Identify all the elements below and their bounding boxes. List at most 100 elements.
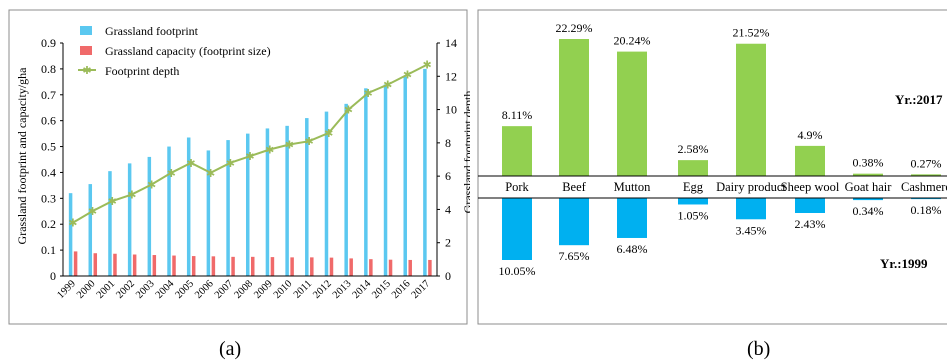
legend-label-1999: Yr.:1999 xyxy=(880,256,928,271)
data-label-1999-Sheep wool: 2.43% xyxy=(795,217,826,231)
bar-2017-Dairy product xyxy=(736,43,766,176)
bar-1999-Sheep wool xyxy=(795,198,825,213)
y-tick-label: 0.6 xyxy=(41,114,56,128)
bar-footprint-2007 xyxy=(226,140,230,276)
bar-footprint-2000 xyxy=(88,184,93,276)
legend-marker-depth: ✱ xyxy=(82,65,91,77)
bar-capacity-2008 xyxy=(251,256,255,276)
y-tick-label: 0.5 xyxy=(41,140,56,154)
legend-label-capacity: Grassland capacity (footprint size) xyxy=(105,44,271,58)
bar-1999-Mutton xyxy=(617,198,647,238)
marker-footprint-depth-2013: ✱ xyxy=(344,105,353,117)
legend-label-2017: Yr.:2017 xyxy=(895,92,943,107)
category-label-Dairy product: Dairy product xyxy=(716,180,786,194)
bar-footprint-2014 xyxy=(364,88,368,276)
bar-capacity-2013 xyxy=(349,258,353,276)
bar-2017-Pork xyxy=(502,126,532,176)
y2-tick-label: 4 xyxy=(445,202,451,216)
marker-footprint-depth-2003: ✱ xyxy=(147,179,156,191)
bar-2017-Cashmere xyxy=(911,174,941,176)
bar-capacity-2001 xyxy=(113,253,117,276)
bar-footprint-2004 xyxy=(167,146,171,276)
legend-label-depth: Footprint depth xyxy=(105,64,179,78)
bar-footprint-2008 xyxy=(246,133,250,276)
category-label-Egg: Egg xyxy=(683,180,704,194)
bar-capacity-2016 xyxy=(408,259,412,276)
marker-footprint-depth-2010: ✱ xyxy=(285,140,294,152)
bar-footprint-1999 xyxy=(68,193,73,276)
y2-tick-label: 8 xyxy=(445,136,451,150)
bar-1999-Egg xyxy=(678,198,708,205)
y2-tick-label: 6 xyxy=(445,169,451,183)
marker-footprint-depth-2011: ✱ xyxy=(304,136,313,148)
legend-swatch-capacity xyxy=(80,46,92,55)
bar-footprint-2002 xyxy=(127,163,132,276)
data-label-2017-Goat hair: 0.38% xyxy=(853,156,884,170)
data-label-1999-Mutton: 6.48% xyxy=(617,242,648,256)
chart-a: ✱ ✱ ✱ ✱ ✱ ✱ ✱ ✱ ✱ ✱ ✱ ✱ ✱ ✱ ✱ ✱ ✱ ✱ ✱ 0 0.1 0.2 0.3 0.4 0.5 0.6 0… xyxy=(8,9,470,325)
marker-footprint-depth-2017: ✱ xyxy=(423,60,432,72)
data-label-2017-Cashmere: 0.27% xyxy=(911,156,942,170)
marker-footprint-depth-2014: ✱ xyxy=(363,88,372,100)
marker-footprint-depth-2016: ✱ xyxy=(403,70,412,82)
data-label-2017-Beef: 22.29% xyxy=(556,21,593,35)
bar-2017-Mutton xyxy=(617,51,647,176)
data-label-1999-Pork: 10.05% xyxy=(499,264,536,278)
data-label-1999-Beef: 7.65% xyxy=(559,249,590,263)
category-label-Sheep wool: Sheep wool xyxy=(781,180,840,194)
bar-capacity-2011 xyxy=(310,257,314,276)
bar-footprint-2005 xyxy=(186,137,191,276)
data-label-1999-Cashmere: 0.18% xyxy=(911,203,942,217)
bar-footprint-2015 xyxy=(383,84,388,276)
panel-label-b: (b) xyxy=(747,338,771,360)
marker-footprint-depth-2015: ✱ xyxy=(383,80,392,92)
bar-capacity-2000 xyxy=(93,253,98,276)
bar-capacity-2002 xyxy=(132,254,137,276)
data-label-1999-Goat hair: 0.34% xyxy=(853,204,884,218)
bar-1999-Dairy product xyxy=(736,198,766,220)
chart-b-frame xyxy=(477,9,947,325)
marker-footprint-depth-2008: ✱ xyxy=(245,151,254,163)
category-label-Beef: Beef xyxy=(562,180,586,194)
bar-footprint-2017 xyxy=(423,68,427,276)
bar-footprint-2006 xyxy=(206,150,211,276)
y-tick-label: 0 xyxy=(50,269,56,283)
bar-footprint-2011 xyxy=(305,118,309,276)
bar-capacity-2004 xyxy=(172,255,176,276)
bar-capacity-2005 xyxy=(191,256,196,276)
bar-capacity-2007 xyxy=(231,256,235,276)
y2-tick-label: 0 xyxy=(445,269,451,283)
panel-label-a: (a) xyxy=(219,338,242,360)
y-tick-label: 0.9 xyxy=(41,36,56,50)
bar-1999-Goat hair xyxy=(853,198,883,201)
data-label-2017-Dairy product: 21.52% xyxy=(733,26,770,40)
legend: Grassland footprint Grassland capacity (… xyxy=(78,24,271,78)
marker-footprint-depth-1999: ✱ xyxy=(68,218,77,230)
y-tick-label: 0.4 xyxy=(41,165,56,179)
marker-footprint-depth-2000: ✱ xyxy=(88,206,97,218)
bar-capacity-2006 xyxy=(211,256,216,276)
y2-axis-title: Grassland footprint depth xyxy=(461,91,470,214)
bar-footprint-2009 xyxy=(265,128,270,276)
bar-footprint-2013 xyxy=(344,103,348,276)
bar-footprint-2016 xyxy=(403,76,407,277)
marker-footprint-depth-2009: ✱ xyxy=(265,145,274,157)
bar-capacity-2003 xyxy=(152,255,157,276)
bar-1999-Cashmere xyxy=(911,198,941,200)
legend-swatch-footprint xyxy=(80,26,92,35)
y-axis-title: Grassland footprint and capacity/gha xyxy=(15,67,29,245)
bar-capacity-2009 xyxy=(270,257,275,276)
bar-1999-Beef xyxy=(559,198,589,246)
bar-2017-Sheep wool xyxy=(795,145,825,176)
marker-footprint-depth-2012: ✱ xyxy=(324,128,333,140)
category-label-Pork: Pork xyxy=(505,180,529,194)
marker-footprint-depth-2006: ✱ xyxy=(206,168,215,180)
bar-2017-Egg xyxy=(678,160,708,176)
category-label-Cashmere: Cashmere xyxy=(901,180,947,194)
bar-2017-Beef xyxy=(559,39,589,176)
data-label-2017-Mutton: 20.24% xyxy=(614,34,651,48)
y-tick-label: 0.1 xyxy=(41,243,56,257)
bar-2017-Goat hair xyxy=(853,173,883,176)
bar-1999-Pork xyxy=(502,198,532,260)
y2-tick-label: 14 xyxy=(445,36,457,50)
